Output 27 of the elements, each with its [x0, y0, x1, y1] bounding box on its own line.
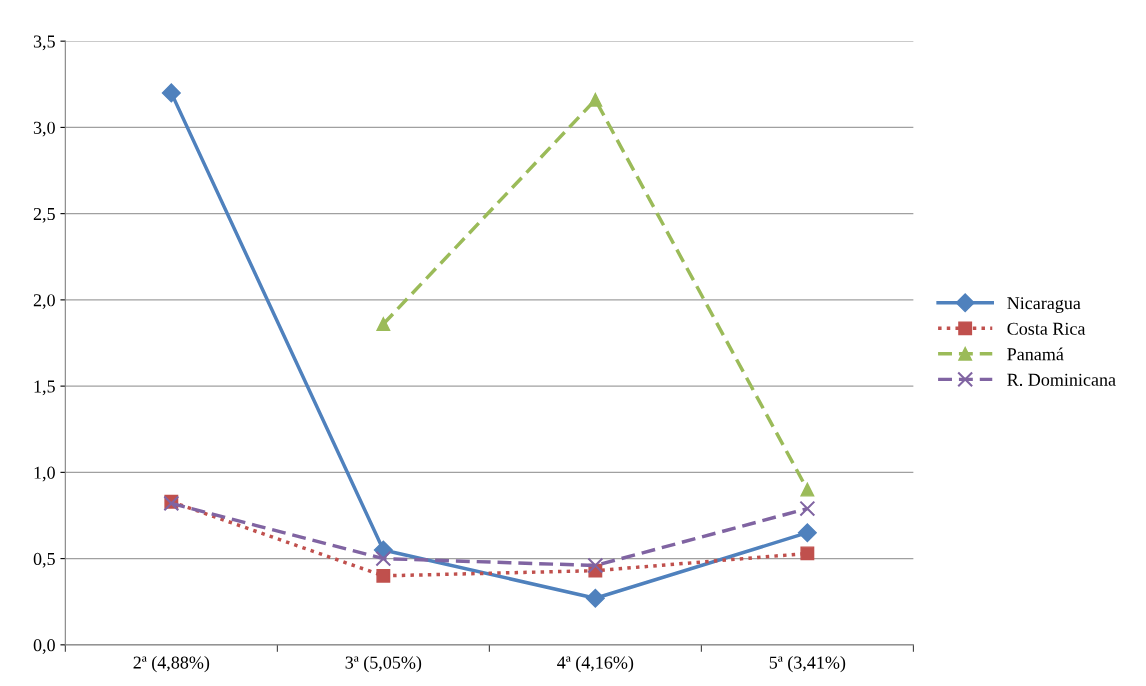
x-tick-label: 4ª (4,16%)	[557, 655, 634, 673]
point	[161, 83, 181, 103]
y-tick-label: 3,5	[33, 35, 55, 51]
y-tick-label: 1,5	[34, 380, 55, 396]
point	[376, 568, 391, 583]
y-tick-label: 1,0	[34, 466, 55, 482]
point	[375, 550, 392, 567]
legend-label: Nicaragua	[1007, 297, 1081, 313]
y-tick-label: 0,0	[33, 639, 55, 654]
point	[800, 482, 815, 497]
legend-label: Costa Rica	[1007, 322, 1086, 335]
point	[799, 500, 816, 517]
point	[585, 588, 605, 608]
x-tick-label: 5ª (3,41%)	[769, 655, 846, 673]
x-tick-label: 3ª (5,05%)	[345, 655, 422, 673]
y-tick-label: 2,0	[33, 294, 55, 309]
y-tick-label: 3,0	[33, 121, 55, 137]
legend-label: R. Dominicana	[1007, 373, 1116, 386]
point	[800, 546, 815, 561]
point	[376, 317, 391, 331]
y-tick-label: 2,5	[33, 207, 55, 223]
point	[588, 92, 603, 107]
point	[587, 557, 604, 574]
point	[797, 523, 817, 543]
legend-label: Panamá	[1007, 347, 1064, 361]
y-tick-label: 0,5	[33, 552, 55, 568]
x-tick-label: 2ª (4,88%)	[133, 655, 210, 673]
